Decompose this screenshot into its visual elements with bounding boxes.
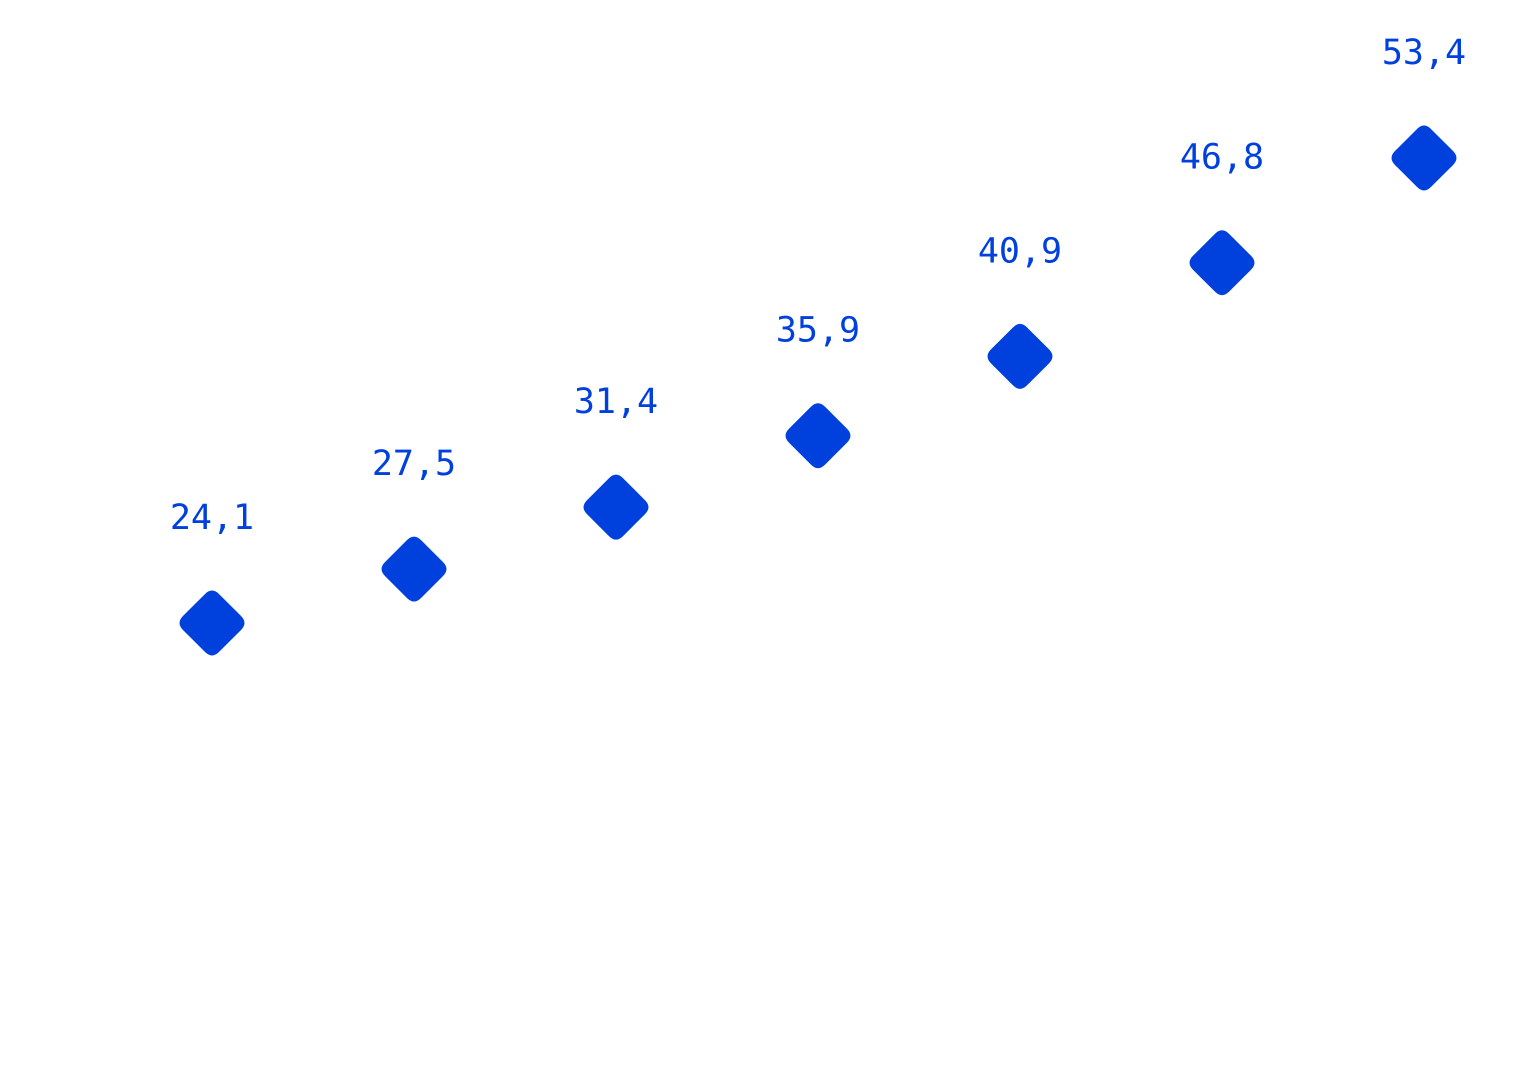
data-label: 24,1 [170,498,254,538]
data-label: 46,8 [1180,138,1264,178]
data-labels-layer: 24,1 27,5 31,4 35,9 40,9 46,8 53,4 [170,33,1466,538]
data-label: 35,9 [776,311,860,351]
data-label: 40,9 [978,231,1062,271]
data-point [785,403,851,469]
data-point [583,474,649,540]
data-point [1189,230,1255,296]
data-point [1391,125,1457,191]
data-point [381,536,447,602]
data-label: 27,5 [372,444,456,484]
data-label: 31,4 [574,382,658,422]
data-point [987,323,1053,389]
data-label: 53,4 [1382,33,1466,73]
data-points-layer [179,125,1457,656]
data-point [179,590,245,656]
